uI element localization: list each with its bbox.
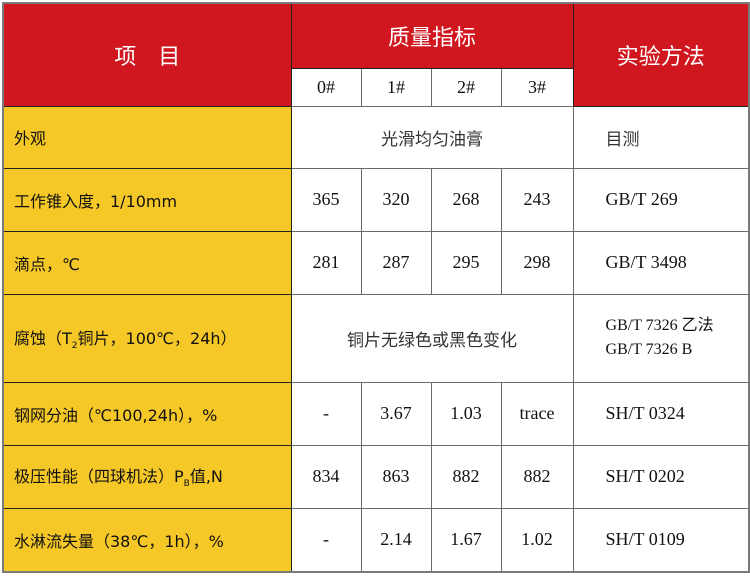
row-method: GB/T 3498 xyxy=(572,230,750,295)
row-method: GB/T 269 xyxy=(572,167,750,232)
grade-0: 0# xyxy=(290,67,362,107)
header-method: 实验方法 xyxy=(572,2,750,107)
cell: 2.14 xyxy=(360,507,432,573)
cell: 268 xyxy=(430,167,502,232)
cell: 1.02 xyxy=(500,507,574,573)
cell: - xyxy=(290,507,362,573)
row-merged-value: 铜片无绿色或黑色变化 xyxy=(290,293,574,383)
cell: 1.67 xyxy=(430,507,502,573)
grade-2: 2# xyxy=(430,67,502,107)
method-line: GB/T 7326 乙法 xyxy=(605,317,714,334)
header-quality: 质量指标 xyxy=(290,2,574,69)
cell: 3.67 xyxy=(360,381,432,446)
row-method: GB/T 7326 乙法 GB/T 7326 B xyxy=(572,293,750,383)
item-text: 铜片，100℃，24h） xyxy=(77,328,237,348)
cell: 863 xyxy=(360,444,432,509)
row-method: SH/T 0202 xyxy=(572,444,750,509)
row-item: 外观 xyxy=(2,105,292,169)
row-method: 目测 xyxy=(572,105,750,169)
cell: 320 xyxy=(360,167,432,232)
cell: 287 xyxy=(360,230,432,295)
cell: 882 xyxy=(430,444,502,509)
cell: 882 xyxy=(500,444,574,509)
row-method: SH/T 0324 xyxy=(572,381,750,446)
item-text: 极压性能（四球机法）P xyxy=(14,467,184,487)
item-text: 腐蚀（T xyxy=(14,328,72,348)
method-line: GB/T 7326 B xyxy=(605,341,693,358)
row-item: 钢网分油（℃100,24h），% xyxy=(2,381,292,446)
cell: 281 xyxy=(290,230,362,295)
row-item: 腐蚀（T2铜片，100℃，24h） xyxy=(2,293,292,383)
row-method: SH/T 0109 xyxy=(572,507,750,573)
grade-1: 1# xyxy=(360,67,432,107)
cell: trace xyxy=(500,381,574,446)
grade-3: 3# xyxy=(500,67,574,107)
header-item: 项 目 xyxy=(2,2,292,107)
row-item: 滴点，℃ xyxy=(2,230,292,295)
row-merged-value: 光滑均匀油膏 xyxy=(290,105,574,169)
row-item: 水淋流失量（38℃，1h），% xyxy=(2,507,292,573)
row-item: 工作锥入度，1/10mm xyxy=(2,167,292,232)
item-subscript: B xyxy=(183,479,190,490)
cell: 365 xyxy=(290,167,362,232)
cell: - xyxy=(290,381,362,446)
item-text: 值,N xyxy=(189,467,223,487)
cell: 298 xyxy=(500,230,574,295)
row-item: 极压性能（四球机法）PB值,N xyxy=(2,444,292,509)
cell: 834 xyxy=(290,444,362,509)
cell: 1.03 xyxy=(430,381,502,446)
cell: 295 xyxy=(430,230,502,295)
cell: 243 xyxy=(500,167,574,232)
item-subscript: 2 xyxy=(71,341,78,352)
